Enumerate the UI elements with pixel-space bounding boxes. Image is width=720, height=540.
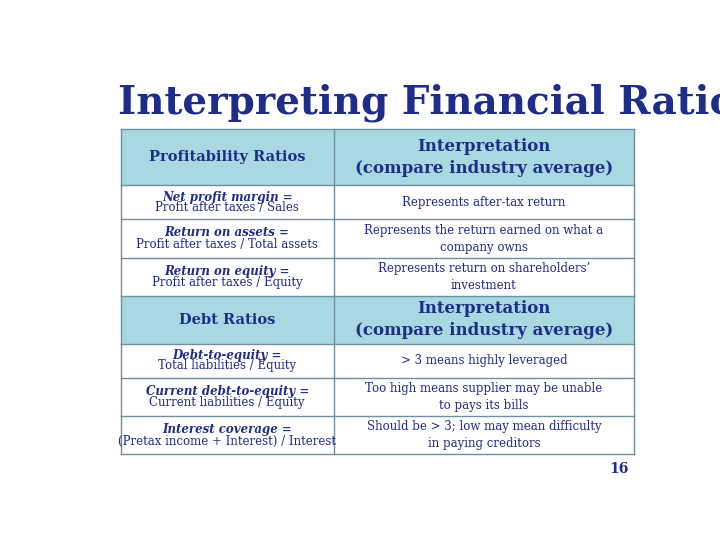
Text: Interpretation
(compare industry average): Interpretation (compare industry average… <box>355 138 613 177</box>
Text: Profit after taxes / Sales: Profit after taxes / Sales <box>156 201 299 214</box>
Text: (Pretax income + Interest) / Interest: (Pretax income + Interest) / Interest <box>118 435 336 448</box>
Bar <box>334 258 634 296</box>
Bar <box>334 129 634 185</box>
Text: Represents return on shareholders’
investment: Represents return on shareholders’ inves… <box>378 262 590 292</box>
Bar <box>121 185 334 219</box>
Bar <box>121 378 334 416</box>
Bar <box>334 296 634 344</box>
Text: Represents after-tax return: Represents after-tax return <box>402 196 566 209</box>
Bar <box>121 258 334 296</box>
Text: Should be > 3; low may mean difficulty
in paying creditors: Should be > 3; low may mean difficulty i… <box>366 420 601 450</box>
Bar <box>334 344 634 378</box>
Bar <box>121 296 334 344</box>
Text: Net profit margin =: Net profit margin = <box>162 191 292 204</box>
Bar <box>121 344 334 378</box>
Text: Interest coverage =: Interest coverage = <box>162 423 292 436</box>
Bar <box>334 219 634 258</box>
Text: Interpretation
(compare industry average): Interpretation (compare industry average… <box>355 300 613 340</box>
Bar <box>334 185 634 219</box>
Text: Current debt-to-equity =: Current debt-to-equity = <box>145 385 309 398</box>
Bar <box>121 219 334 258</box>
Text: Profit after taxes / Total assets: Profit after taxes / Total assets <box>136 238 318 251</box>
Bar <box>334 416 634 454</box>
Text: Current liabilities / Equity: Current liabilities / Equity <box>150 396 305 409</box>
Bar <box>334 378 634 416</box>
Text: Debt-to-equity =: Debt-to-equity = <box>173 349 282 362</box>
Text: Represents the return earned on what a
company owns: Represents the return earned on what a c… <box>364 224 603 254</box>
Text: Interpreting Financial Ratios: Interpreting Financial Ratios <box>118 84 720 122</box>
Text: Profit after taxes / Equity: Profit after taxes / Equity <box>152 276 302 289</box>
Text: Too high means supplier may be unable
to pays its bills: Too high means supplier may be unable to… <box>365 382 603 412</box>
Text: Return on equity =: Return on equity = <box>164 265 290 278</box>
Text: > 3 means highly leveraged: > 3 means highly leveraged <box>400 354 567 367</box>
Text: Debt Ratios: Debt Ratios <box>179 313 275 327</box>
Text: 16: 16 <box>609 462 629 476</box>
Bar <box>121 416 334 454</box>
Bar <box>121 129 334 185</box>
Text: Return on assets =: Return on assets = <box>165 226 289 239</box>
Text: Profitability Ratios: Profitability Ratios <box>149 150 305 164</box>
Text: Total liabilities / Equity: Total liabilities / Equity <box>158 360 296 373</box>
